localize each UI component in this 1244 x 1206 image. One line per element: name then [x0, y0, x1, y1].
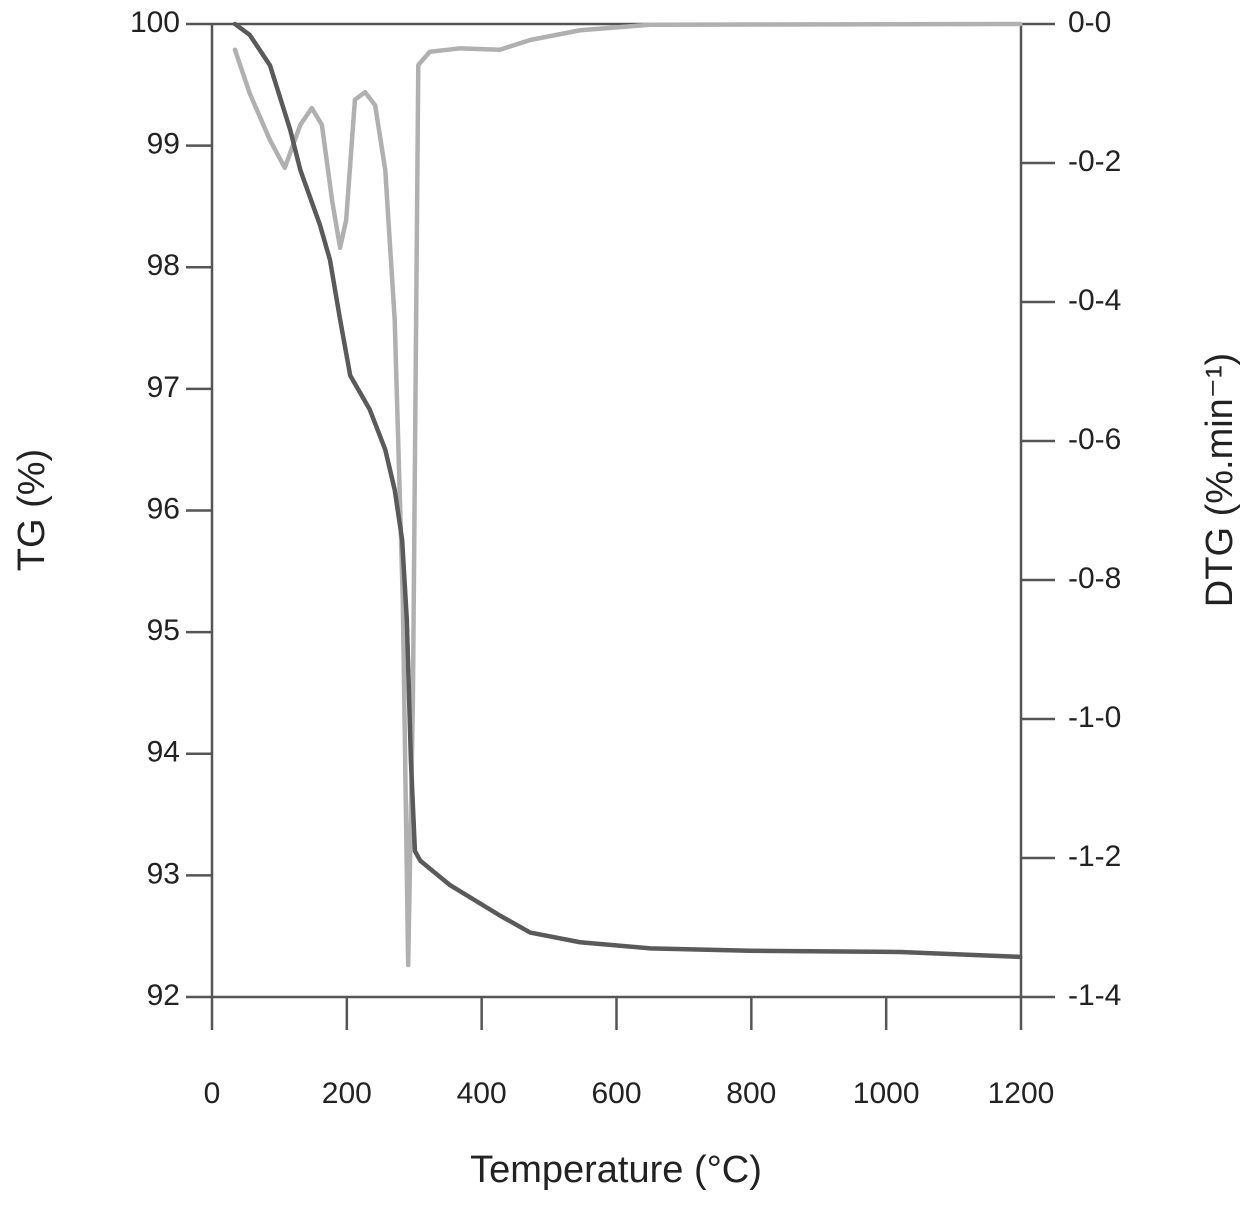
x-axis-title: Temperature (°C) [470, 1149, 762, 1191]
y-tick-label: 98 [147, 249, 180, 282]
x-tick-label: 400 [457, 1077, 507, 1110]
axis-frame [210, 22, 1023, 999]
y-tick-label: 99 [147, 128, 180, 161]
x-tick-label: 200 [322, 1077, 372, 1110]
y-tick-label: 94 [147, 736, 180, 769]
data-line [232, 21, 1023, 960]
x-tick-label: 0 [204, 1077, 221, 1110]
x-tick-label: 1200 [988, 1077, 1055, 1110]
y2-tick-label: 0-0 [1068, 6, 1111, 39]
y2-tick-label: -0-8 [1068, 562, 1121, 595]
y2-axis-title: DTG (%.min⁻¹) [1199, 353, 1241, 607]
y-tick-label: 97 [147, 371, 180, 404]
y2-tick-label: -1-2 [1068, 840, 1121, 873]
y2-tick-label: -0-6 [1068, 423, 1121, 456]
x-tick-label: 600 [591, 1077, 641, 1110]
y-axis-title: TG (%) [11, 449, 53, 571]
y2-tick-label: -0-4 [1068, 284, 1121, 317]
y-tick-label: 92 [147, 979, 180, 1012]
y-tick-label: 100 [130, 6, 180, 39]
x-tick-label: 1000 [853, 1077, 920, 1110]
y-tick-label: 96 [147, 492, 180, 525]
y2-tick-label: -0-2 [1068, 145, 1121, 178]
y-tick-label: 95 [147, 614, 180, 647]
y2-tick-label: -1-4 [1068, 979, 1121, 1012]
data-line [232, 21, 1023, 968]
y2-tick-label: -1-0 [1068, 701, 1121, 734]
y-tick-label: 93 [147, 857, 180, 890]
x-tick-label: 800 [726, 1077, 776, 1110]
